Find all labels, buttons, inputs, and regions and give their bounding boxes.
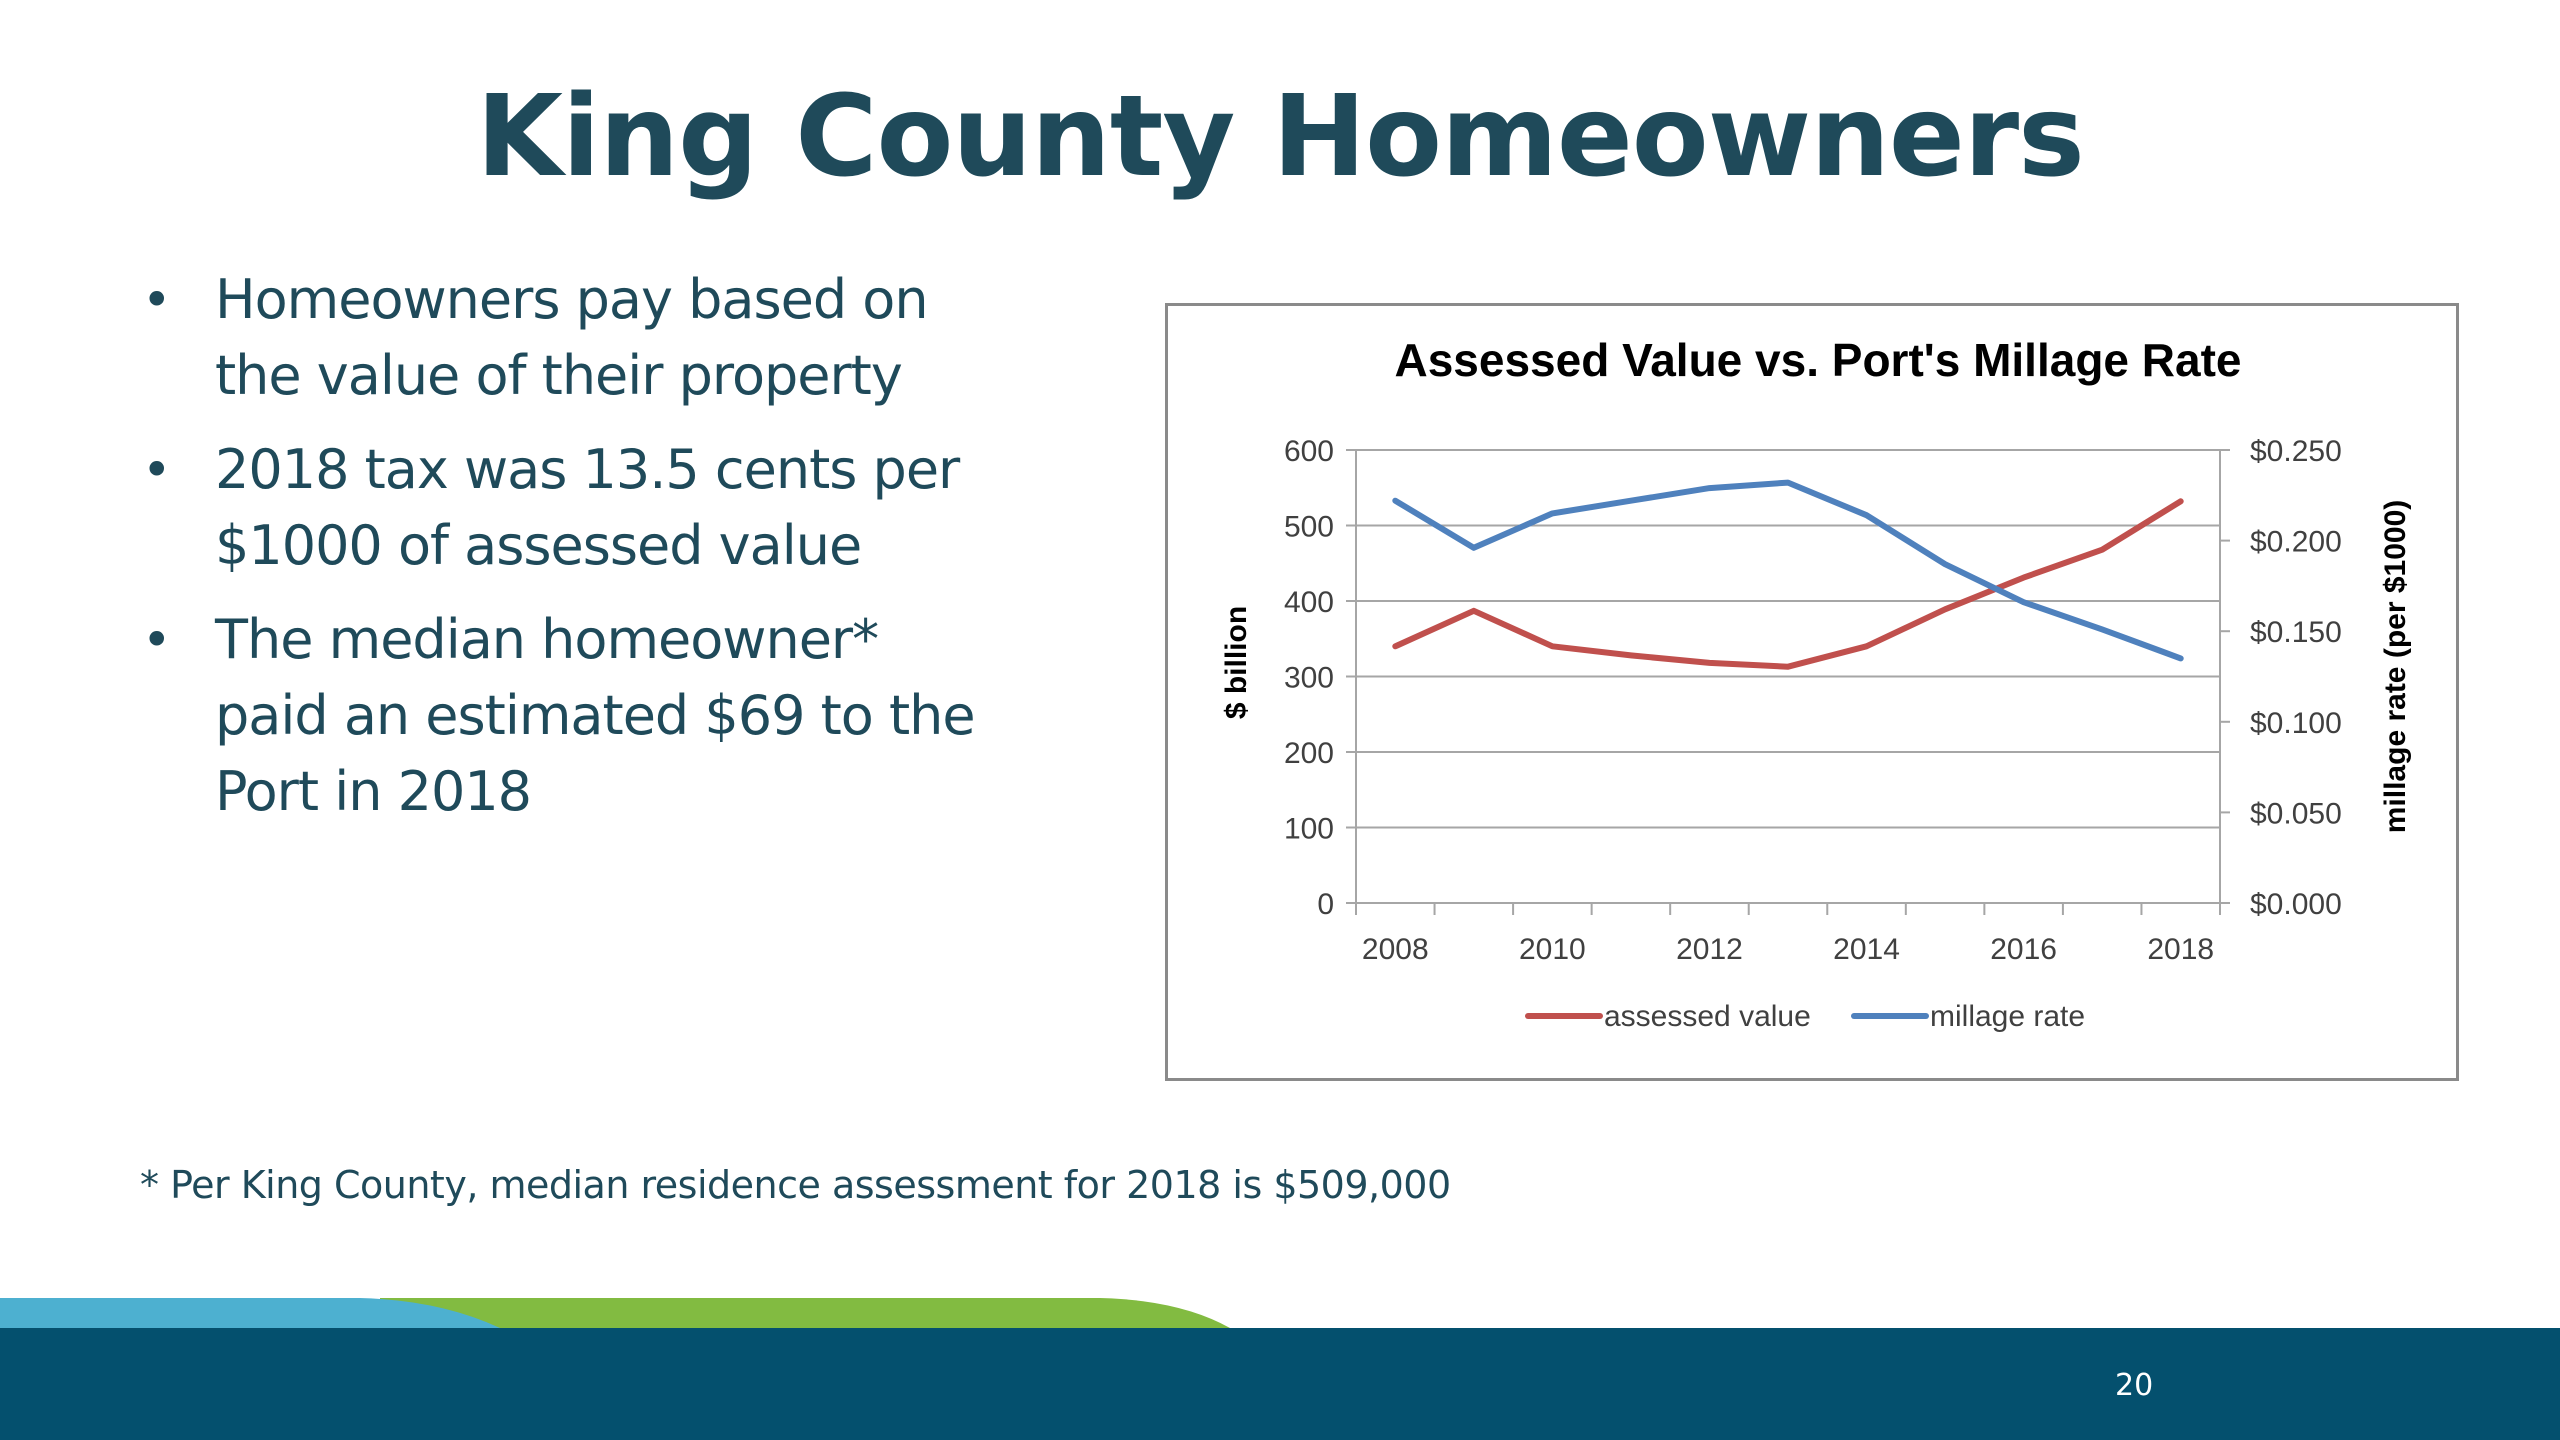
y2-tick-label: $0.100 bbox=[2250, 707, 2342, 740]
bullet-icon: • bbox=[142, 271, 171, 329]
legend-label: millage rate bbox=[1930, 1000, 2085, 1033]
bullet-item: • 2018 tax was 13.5 cents per $1000 of a… bbox=[140, 432, 1040, 584]
page-number: 20 bbox=[2115, 1368, 2154, 1403]
y2-tick-label: $0.000 bbox=[2250, 888, 2342, 921]
x-tick-label: 2012 bbox=[1676, 933, 1743, 966]
decorative-stripes bbox=[0, 1298, 1230, 1328]
y2-tick-label: $0.250 bbox=[2250, 435, 2342, 468]
y-tick-label: 600 bbox=[1284, 435, 1334, 468]
bullet-line: Port in 2018 bbox=[215, 760, 532, 823]
y-tick-label: 400 bbox=[1284, 586, 1334, 619]
green-stripe bbox=[380, 1298, 1230, 1328]
line-chart: Assessed Value vs. Port's Millage Rate 0 1… bbox=[1220, 334, 2412, 1033]
series-line-assessed-value bbox=[1392, 498, 2184, 670]
y2-tick-label: $0.050 bbox=[2250, 797, 2342, 830]
x-tick-label: 2014 bbox=[1833, 933, 1900, 966]
bullet-icon: • bbox=[142, 441, 171, 499]
series-line-millage-rate bbox=[1392, 479, 2184, 662]
legend-label: assessed value bbox=[1604, 1000, 1811, 1033]
y2-tick-label: $0.150 bbox=[2250, 616, 2342, 649]
bullet-item: • The median homeowner* paid an estimate… bbox=[140, 602, 1040, 830]
footnote: * Per King County, median residence asse… bbox=[140, 1163, 1451, 1207]
chart-title: Assessed Value vs. Port's Millage Rate bbox=[1394, 334, 2241, 386]
y-tick-label: 0 bbox=[1317, 888, 1334, 921]
footer-band bbox=[0, 1328, 2560, 1440]
bullet-line: 2018 tax was 13.5 cents per bbox=[215, 438, 960, 501]
bullet-line: The median homeowner* bbox=[215, 608, 879, 671]
y2-axis-title: millage rate (per $1000) bbox=[2379, 500, 2412, 834]
y-tick-label: 200 bbox=[1284, 737, 1334, 770]
bullet-icon: • bbox=[142, 611, 171, 669]
y-tick-label: 100 bbox=[1284, 813, 1334, 846]
bullet-line: paid an estimated $69 to the bbox=[215, 684, 976, 747]
chart-container: Assessed Value vs. Port's Millage Rate 0 1… bbox=[1165, 303, 2459, 1081]
bullet-line: $1000 of assessed value bbox=[215, 514, 862, 577]
bullet-line: Homeowners pay based on bbox=[215, 268, 929, 331]
x-tick-label: 2008 bbox=[1362, 933, 1429, 966]
x-tick-label: 2018 bbox=[2147, 933, 2214, 966]
x-tick-label: 2016 bbox=[1990, 933, 2057, 966]
slide-title: King County Homeowners bbox=[476, 72, 2085, 202]
bullet-list: • Homeowners pay based on the value of t… bbox=[140, 262, 1040, 848]
y-tick-label: 300 bbox=[1284, 662, 1334, 695]
bullet-line: the value of their property bbox=[215, 344, 903, 407]
y2-tick-label: $0.200 bbox=[2250, 526, 2342, 559]
blue-stripe bbox=[0, 1298, 500, 1328]
x-tick-label: 2010 bbox=[1519, 933, 1586, 966]
y-tick-label: 500 bbox=[1284, 511, 1334, 544]
bullet-item: • Homeowners pay based on the value of t… bbox=[140, 262, 1040, 414]
y-axis-title: $ billion bbox=[1220, 606, 1253, 719]
